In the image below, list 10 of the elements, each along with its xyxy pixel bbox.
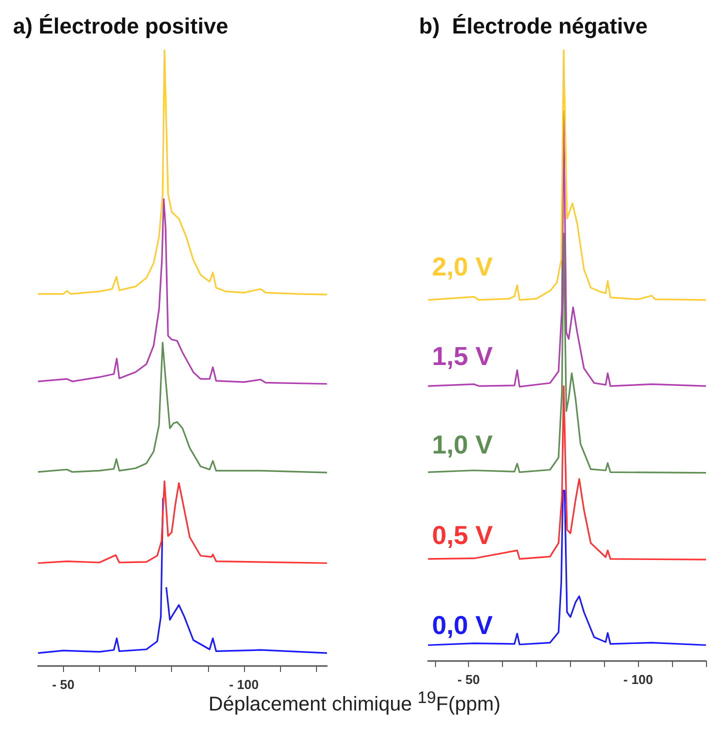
text: 1,5 V [432, 340, 494, 371]
x-tick-label: - 50 [457, 672, 480, 687]
text: 0,0 V [432, 610, 494, 640]
text: 1,0 V [432, 430, 494, 460]
text: 2,0 V [432, 252, 494, 282]
chart-title: a) Électrode positive [13, 14, 228, 38]
x-tick-label: - 100 [623, 672, 654, 687]
text: 0,5 V [432, 520, 494, 550]
chart-title: b) Électrode négative [419, 14, 648, 38]
x-tick-label: - 50 [52, 677, 74, 692]
